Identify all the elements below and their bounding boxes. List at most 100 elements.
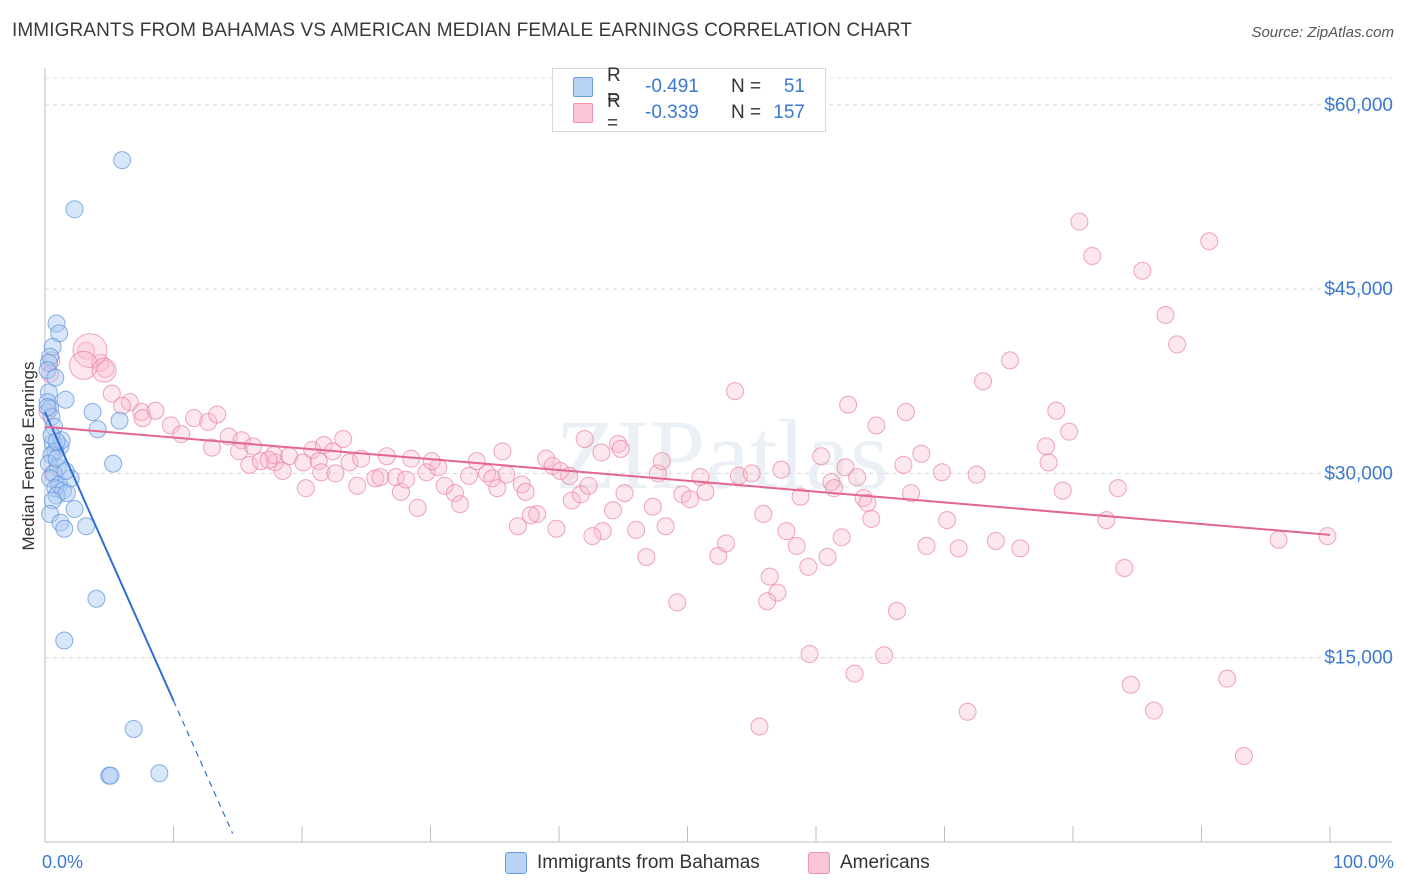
americans-point: [986, 532, 1005, 550]
bahamas-point: [55, 631, 74, 650]
americans-point: [1097, 511, 1116, 530]
americans-point: [758, 592, 777, 611]
americans-point: [133, 409, 152, 428]
americans-point: [334, 430, 353, 449]
americans-point: [547, 519, 566, 538]
americans-point: [102, 384, 121, 403]
legend-item-bahamas[interactable]: Immigrants from Bahamas: [505, 852, 760, 874]
grid-lines: [45, 77, 1392, 659]
bahamas-trend-extension: [172, 700, 234, 834]
americans-point: [603, 501, 622, 520]
americans-point: [668, 593, 687, 612]
americans-point: [760, 567, 779, 586]
americans-legend-swatch: [808, 852, 830, 874]
americans-point: [296, 479, 315, 498]
americans-point: [326, 464, 345, 483]
americans-point: [1115, 559, 1134, 578]
americans-point: [1108, 479, 1127, 498]
americans-point: [583, 527, 602, 546]
americans-point: [208, 405, 227, 424]
americans-point: [750, 717, 769, 736]
americans-point: [371, 468, 390, 487]
y-tick-label: $60,000: [1324, 95, 1393, 116]
americans-point: [340, 453, 359, 472]
americans-point: [938, 511, 957, 530]
americans-point: [902, 484, 921, 503]
americans-point: [974, 372, 993, 391]
americans-point: [69, 350, 99, 380]
americans-point: [493, 442, 512, 461]
americans-point: [652, 452, 671, 471]
americans-point: [1070, 212, 1089, 231]
americans-point: [681, 490, 700, 509]
americans-point: [812, 447, 831, 466]
chart-title: IMMIGRANTS FROM BAHAMAS VS AMERICAN MEDI…: [12, 20, 913, 41]
americans-point: [696, 482, 715, 501]
americans-point: [521, 506, 540, 525]
americans-point: [203, 438, 222, 457]
americans-point: [832, 528, 851, 547]
x-tick-max: 100.0%: [1332, 852, 1394, 872]
bahamas-n-value: 51: [783, 76, 805, 97]
americans-point: [894, 455, 913, 474]
bahamas-point: [38, 398, 57, 417]
americans-r-value: -0.339: [645, 102, 699, 123]
americans-trend-line: [44, 425, 1331, 536]
americans-swatch: [573, 103, 593, 123]
americans-point: [787, 536, 806, 555]
legend-item-americans[interactable]: Americans: [808, 852, 930, 874]
americans-point: [516, 482, 535, 501]
americans-point: [422, 452, 441, 471]
bahamas-point: [41, 347, 60, 366]
americans-point: [488, 479, 507, 498]
n-label: N =: [731, 76, 762, 97]
americans-point: [772, 460, 791, 479]
americans-point: [508, 517, 527, 536]
bahamas-point: [65, 500, 84, 519]
americans-point: [312, 463, 331, 482]
americans-point: [172, 425, 191, 444]
americans-point: [912, 444, 931, 463]
americans-point: [1083, 246, 1102, 265]
bahamas-point: [41, 469, 60, 488]
americans-point: [627, 520, 646, 539]
y-tick-label: $45,000: [1324, 279, 1393, 300]
americans-point: [958, 702, 977, 721]
americans-point: [417, 463, 436, 482]
axes: [44, 68, 1392, 843]
americans-point: [593, 522, 612, 541]
americans-point: [836, 458, 855, 477]
americans-point: [742, 464, 761, 483]
trend-lines: [44, 411, 1331, 834]
americans-point: [839, 395, 858, 414]
bahamas-point: [77, 517, 96, 536]
bahamas-point: [46, 368, 65, 387]
americans-point: [467, 452, 486, 471]
bahamas-point: [56, 390, 75, 409]
americans-point: [1121, 675, 1140, 694]
americans-point: [77, 341, 96, 360]
americans-point: [862, 509, 881, 528]
americans-point: [435, 476, 454, 495]
y-tick-label: $15,000: [1324, 648, 1393, 669]
americans-point: [1060, 422, 1079, 441]
americans-point: [528, 504, 547, 523]
americans-point: [132, 403, 151, 421]
bahamas-legend-label: Immigrants from Bahamas: [537, 852, 760, 873]
x-tick-min: 0.0%: [42, 852, 84, 872]
americans-point: [656, 517, 675, 536]
americans-point: [896, 403, 915, 421]
stats-legend: R = -0.491 N = 51 R = -0.339 N = 157: [552, 65, 826, 134]
americans-point: [609, 434, 628, 453]
bahamas-point: [88, 420, 107, 439]
bahamas-point: [110, 411, 129, 430]
bahamas-point: [57, 484, 76, 503]
americans-point: [717, 534, 736, 553]
bahamas-point: [55, 519, 74, 538]
bahamas-point: [150, 764, 169, 783]
bahamas-point: [43, 491, 62, 510]
americans-point: [592, 443, 611, 462]
americans-point: [240, 455, 259, 474]
americans-point: [579, 476, 598, 495]
watermark: ZIPatlas: [555, 399, 888, 510]
